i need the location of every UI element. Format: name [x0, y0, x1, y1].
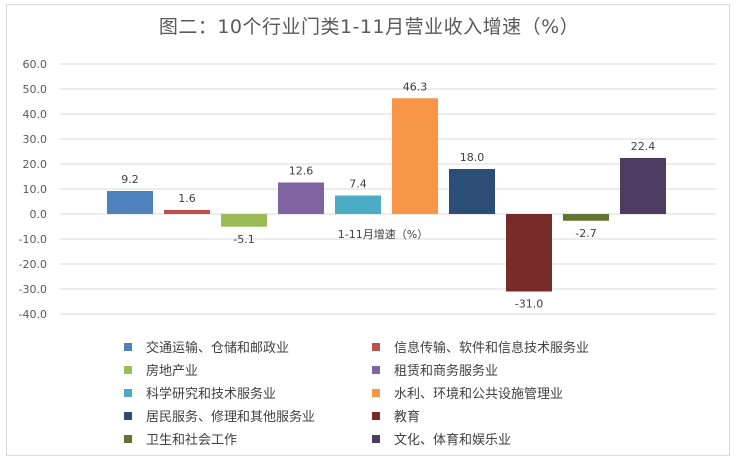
legend-item: 房地产业	[124, 359, 372, 380]
legend-label: 水利、环境和公共设施管理业	[394, 387, 564, 402]
legend-item: 教育	[372, 405, 644, 426]
y-tick-label: 10.0	[23, 183, 48, 196]
legend-item: 水利、环境和公共设施管理业	[372, 382, 644, 403]
x-axis-title: 1-11月增速（%）	[338, 227, 428, 241]
legend-item: 文化、体育和娱乐业	[372, 428, 644, 449]
legend-swatch	[124, 411, 132, 420]
bar	[164, 210, 210, 214]
y-tick-label: 50.0	[23, 83, 48, 96]
bar	[392, 98, 438, 214]
bar	[563, 214, 609, 221]
legend-label: 交通运输、仓储和邮政业	[146, 341, 290, 356]
chart-title: 图二：10个行业门类1-11月营业收入增速（%）	[158, 16, 580, 38]
legend-item: 交通运输、仓储和邮政业	[124, 336, 372, 357]
legend-item: 卫生和社会工作	[124, 428, 372, 449]
data-label: 22.4	[631, 140, 656, 153]
bar	[278, 182, 324, 214]
legend-item: 信息传输、软件和信息技术服务业	[372, 336, 644, 357]
y-tick-label: 60.0	[23, 58, 48, 71]
data-label: -5.1	[233, 233, 254, 246]
data-label: 9.2	[121, 173, 139, 186]
y-tick-label: -10.0	[19, 233, 47, 246]
legend-label: 居民服务、修理和其他服务业	[146, 410, 316, 425]
bar	[506, 214, 552, 292]
legend-swatch	[124, 365, 132, 374]
chart-legend: 交通运输、仓储和邮政业 信息传输、软件和信息技术服务业房地产业 租赁和商务服务业科学…	[124, 336, 644, 449]
legend-item: 科学研究和技术服务业	[124, 382, 372, 403]
legend-swatch	[372, 434, 380, 443]
y-tick-label: 0.0	[30, 208, 48, 221]
data-label: 18.0	[460, 151, 485, 164]
legend-label: 租赁和商务服务业	[394, 364, 499, 379]
y-tick-label: 20.0	[23, 158, 48, 171]
bar	[221, 214, 267, 227]
legend-swatch	[124, 434, 132, 443]
legend-label: 文化、体育和娱乐业	[394, 433, 512, 448]
legend-label: 卫生和社会工作	[146, 433, 238, 448]
bar	[107, 191, 153, 214]
bar	[620, 158, 666, 214]
y-tick-label: 40.0	[23, 108, 48, 121]
y-tick-label: -30.0	[19, 283, 47, 296]
legend-swatch	[372, 411, 380, 420]
y-tick-label: 30.0	[23, 133, 48, 146]
legend-item: 租赁和商务服务业	[372, 359, 644, 380]
bar	[449, 169, 495, 214]
legend-label: 信息传输、软件和信息技术服务业	[394, 341, 590, 356]
legend-label: 房地产业	[146, 364, 199, 379]
data-label: 12.6	[289, 165, 314, 178]
legend-swatch	[372, 388, 380, 397]
legend-label: 科学研究和技术服务业	[146, 387, 277, 402]
legend-swatch	[124, 388, 132, 397]
chart-frame	[6, 4, 730, 456]
bar	[335, 195, 381, 214]
data-label: -2.7	[575, 227, 596, 240]
data-label: 46.3	[403, 80, 428, 93]
legend-item: 居民服务、修理和其他服务业	[124, 405, 372, 426]
legend-swatch	[372, 342, 380, 351]
y-tick-label: -40.0	[19, 308, 47, 321]
data-label: -31.0	[515, 298, 543, 311]
data-label: 1.6	[178, 192, 196, 205]
data-label: 7.4	[349, 178, 367, 191]
legend-swatch	[372, 365, 380, 374]
y-tick-label: -20.0	[19, 258, 47, 271]
legend-label: 教育	[394, 410, 421, 425]
legend-swatch	[124, 342, 132, 351]
